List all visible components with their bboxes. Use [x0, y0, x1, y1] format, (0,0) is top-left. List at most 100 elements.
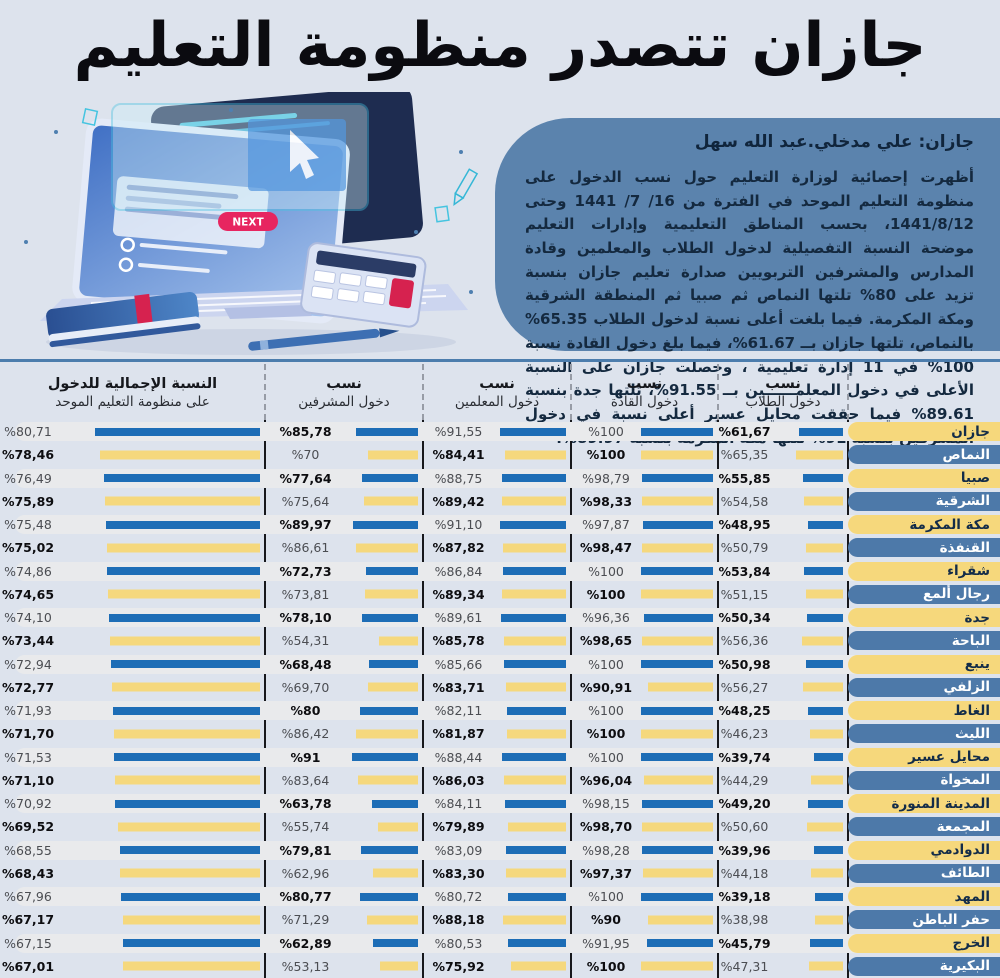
header-leaders: نسب دخول القادة	[610, 376, 679, 410]
students-rate-cell: %46,23	[718, 722, 848, 745]
students-rate-cell: %51,15	[718, 583, 848, 606]
supervisors-bar	[353, 520, 418, 529]
teachers-bar	[501, 589, 566, 599]
students-value: %65,35	[720, 447, 769, 463]
bar-track	[771, 955, 843, 978]
bar-track	[494, 932, 566, 955]
supervisors-rate-cell: %86,42	[265, 722, 423, 745]
teachers-value: %88,75	[434, 470, 483, 486]
teachers-rate-cell: %89,42	[423, 490, 571, 513]
total-bar	[108, 613, 260, 622]
teachers-bar	[506, 846, 566, 855]
total-bar	[111, 660, 260, 669]
teachers-bar	[500, 427, 566, 436]
bar-track	[56, 583, 260, 606]
bar-track	[771, 722, 843, 745]
students-bar	[803, 496, 843, 506]
table-row: الخرج %45,79 %91,95 %80,53 %62,89 %67,15	[0, 932, 1000, 955]
supervisors-bar	[352, 753, 418, 762]
supervisors-rate-cell: %62,89	[265, 932, 423, 955]
students-rate-cell: %45,79	[718, 932, 848, 955]
students-bar	[811, 775, 843, 785]
bar-track	[641, 839, 713, 862]
supervisors-bar	[356, 427, 418, 436]
supervisors-bar	[372, 799, 418, 808]
bar-track	[56, 699, 260, 722]
supervisors-rate-cell: %78,10	[265, 606, 423, 629]
total-rate-cell: %72,77	[0, 676, 265, 699]
students-bar	[814, 846, 843, 855]
bar-track	[56, 722, 260, 745]
supervisors-value: %77,64	[279, 470, 332, 486]
bar-track	[346, 420, 418, 443]
table-body: جازان %61,67 %100 %91,55 %85,78 %80,71 ا…	[0, 420, 1000, 978]
bar-track	[641, 536, 713, 559]
bar-track	[771, 792, 843, 815]
bar-track	[56, 839, 260, 862]
students-value: %44,29	[720, 772, 769, 788]
teachers-rate-cell: %84,41	[423, 443, 571, 466]
bar-track	[771, 908, 843, 931]
bar-track	[346, 908, 418, 931]
bar-track	[56, 862, 260, 885]
region-name: الباحة	[951, 632, 990, 649]
region-pill: المجمعة	[848, 817, 1000, 837]
teachers-value: %81,87	[432, 726, 485, 742]
teachers-bar	[504, 636, 566, 646]
students-bar	[802, 474, 843, 483]
teachers-rate-cell: %81,87	[423, 722, 571, 745]
supervisors-value: %62,89	[279, 935, 332, 951]
supervisors-rate-cell: %79,81	[265, 839, 423, 862]
leaders-value: %90,91	[579, 679, 633, 695]
table-row: صبيا %55,85 %98,79 %88,75 %77,64 %76,49	[0, 467, 1000, 490]
supervisors-bar	[379, 961, 418, 971]
total-value: %71,93	[4, 703, 52, 719]
total-bar	[115, 799, 260, 808]
total-rate-cell: %71,53	[0, 746, 265, 769]
bar-track	[641, 606, 713, 629]
teachers-value: %80,53	[434, 935, 483, 951]
supervisors-bar	[377, 822, 418, 832]
total-value: %70,92	[4, 796, 52, 812]
students-bar	[806, 660, 843, 669]
total-bar	[121, 892, 260, 901]
region-name: الخرج	[952, 935, 990, 952]
teachers-bar	[504, 775, 566, 785]
supervisors-bar	[367, 450, 418, 460]
leaders-rate-cell: %90	[571, 908, 718, 931]
bar-track	[771, 629, 843, 652]
teachers-value: %82,11	[434, 703, 483, 719]
row-background-band	[15, 933, 1000, 953]
supervisors-value: %70	[291, 447, 320, 463]
students-bar	[802, 682, 843, 692]
leaders-bar	[648, 915, 713, 925]
leaders-value: %96,04	[579, 772, 633, 788]
supervisors-rate-cell: %80	[265, 699, 423, 722]
bar-track	[641, 443, 713, 466]
students-value: %46,23	[720, 726, 769, 742]
students-bar	[808, 706, 843, 715]
bar-track	[641, 885, 713, 908]
touchpad	[224, 305, 312, 319]
total-value: %76,49	[4, 470, 52, 486]
total-rate-cell: %71,10	[0, 769, 265, 792]
supervisors-value: %83,64	[281, 772, 330, 788]
total-value: %74,86	[4, 563, 52, 579]
bar-track	[771, 676, 843, 699]
column-separator	[264, 420, 266, 978]
bar-track	[641, 676, 713, 699]
table-row: رجال ألمع %51,15 %100 %89,34 %73,81 %74,…	[0, 583, 1000, 606]
leaders-value: %97,87	[582, 517, 630, 533]
bar-track	[346, 560, 418, 583]
supervisors-value: %68,48	[279, 656, 332, 672]
teachers-value: %88,44	[434, 749, 483, 765]
bar-track	[771, 699, 843, 722]
header-total: النسبة الإجمالية للدخول على منظومة التعل…	[47, 376, 218, 410]
total-rate-cell: %70,92	[0, 792, 265, 815]
table-row: الباحة %56,36 %98,65 %85,78 %54,31 %73,4…	[0, 629, 1000, 652]
teachers-rate-cell: %80,72	[423, 885, 571, 908]
teachers-bar	[505, 450, 566, 460]
total-bar	[107, 589, 260, 599]
leaders-value: %98,47	[579, 540, 633, 556]
